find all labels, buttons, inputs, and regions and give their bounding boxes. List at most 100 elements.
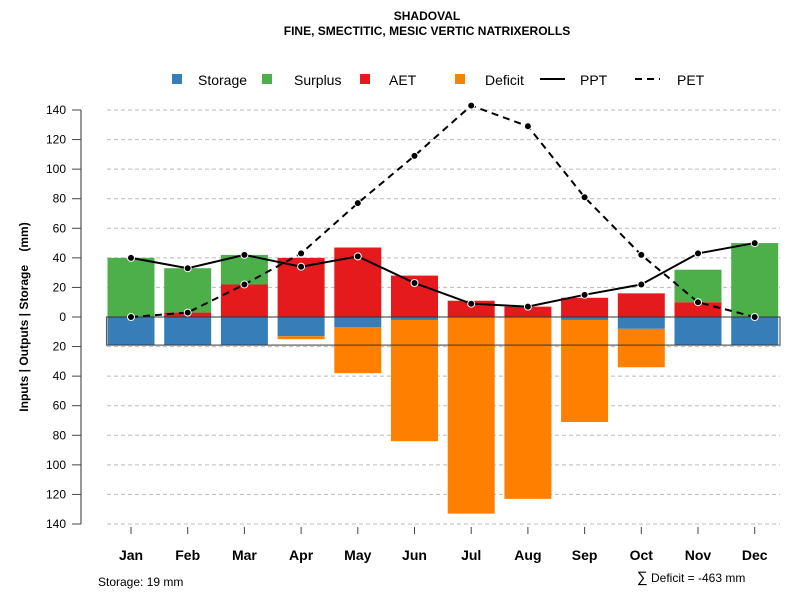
- legend-item-storage: Storage: [172, 72, 247, 88]
- bar-aet: [504, 306, 552, 317]
- chart-title: SHADOVAL: [394, 9, 460, 23]
- y-tick-label: 100: [46, 458, 66, 472]
- deficit-swatch-icon: [455, 74, 465, 84]
- pet-point: [580, 193, 589, 202]
- x-tick-label: Aug: [514, 547, 541, 563]
- bars: [105, 243, 781, 514]
- x-tick-label: Nov: [685, 547, 712, 563]
- bar-storage: [220, 317, 268, 346]
- y-tick-label: 120: [46, 487, 66, 501]
- bar-aet: [674, 302, 722, 317]
- legend-label: PPT: [580, 72, 608, 88]
- pet-point: [750, 313, 759, 321]
- storage-swatch-icon: [172, 74, 182, 84]
- bar-storage: [334, 317, 382, 328]
- y-tick-label: 140: [46, 103, 66, 117]
- bar-surplus: [731, 243, 779, 317]
- ppt-line: [130, 242, 755, 308]
- ppt-point: [750, 239, 759, 248]
- y-tick-label: 0: [59, 310, 66, 324]
- pet-point: [637, 250, 646, 259]
- lines: [127, 101, 759, 321]
- bar-storage: [561, 317, 609, 320]
- legend-label: PET: [677, 72, 705, 88]
- ppt-point: [127, 253, 135, 262]
- x-tick-label: Jul: [461, 547, 481, 563]
- surplus-swatch-icon: [262, 74, 272, 84]
- y-tick-label: 100: [46, 162, 66, 176]
- y-axis-label: Inputs | Outputs | Storage (mm): [17, 222, 31, 411]
- y-tick-label: 40: [53, 251, 67, 265]
- x-tick-label: Dec: [742, 547, 768, 563]
- y-tick-label: 20: [53, 280, 67, 294]
- ppt-point: [467, 299, 476, 308]
- legend-label: Deficit: [485, 72, 524, 88]
- pet-point: [467, 101, 476, 110]
- legend-label: Storage: [198, 72, 247, 88]
- bar-storage: [164, 317, 212, 346]
- ppt-point: [580, 290, 589, 299]
- y-tick-label: 80: [53, 428, 67, 442]
- x-tick-label: Apr: [289, 547, 314, 563]
- bar-aet: [561, 297, 609, 317]
- y-tick-label: 140: [46, 517, 66, 531]
- bar-surplus: [164, 268, 212, 313]
- legend-item-deficit: Deficit: [455, 72, 524, 88]
- pet-point: [523, 122, 532, 131]
- ppt-point: [297, 262, 306, 271]
- bar-storage: [731, 317, 779, 346]
- storage-capacity-box: [105, 316, 781, 346]
- y-tick-label: 80: [53, 192, 67, 206]
- bar-storage: [277, 317, 325, 337]
- pet-line: [130, 104, 755, 318]
- gridlines: [107, 109, 780, 525]
- legend-label: AET: [389, 72, 417, 88]
- bar-deficit: [334, 327, 382, 374]
- ppt-point: [183, 264, 192, 273]
- legend-item-ppt: PPT: [540, 72, 608, 88]
- legend-item-surplus: Surplus: [262, 72, 341, 88]
- storage-annotation: Storage: 19 mm: [98, 575, 183, 589]
- bar-deficit: [277, 336, 325, 340]
- pet-point: [183, 308, 192, 317]
- chart-subtitle: FINE, SMECTITIC, MESIC VERTIC NATRIXEROL…: [284, 24, 570, 38]
- y-tick-label: 60: [53, 221, 67, 235]
- pet-point: [410, 151, 419, 160]
- x-tick-label: Jan: [119, 547, 143, 563]
- legend-item-aet: AET: [360, 72, 417, 88]
- ppt-point: [694, 249, 702, 258]
- y-axis: 140 120 100 80 60 40 20 0 20 40 60 80 100 120 140: [46, 103, 82, 531]
- pet-point: [240, 280, 249, 289]
- x-tick-label: Feb: [175, 547, 200, 563]
- pet-point: [353, 199, 362, 208]
- x-tick-label: Jun: [402, 547, 427, 563]
- ppt-point: [523, 302, 532, 311]
- bar-storage: [391, 317, 438, 320]
- aet-swatch-icon: [360, 74, 370, 84]
- legend-label: Surplus: [294, 72, 341, 88]
- y-tick-label: 60: [53, 399, 67, 413]
- bar-storage: [674, 317, 722, 346]
- bar-deficit: [504, 317, 552, 499]
- ppt-point: [353, 252, 362, 261]
- legend: Storage Surplus AET Deficit PPT PET: [172, 72, 705, 88]
- deficit-sum-annotation: Deficit = -463 mm: [651, 571, 745, 585]
- x-tick-label: Sep: [572, 547, 598, 563]
- x-axis: Jan Feb Mar Apr May Jun Jul Aug Sep Oct Nov Dec: [119, 527, 768, 563]
- ppt-point: [637, 280, 646, 289]
- bar-storage: [617, 317, 665, 329]
- y-tick-label: 40: [53, 369, 67, 383]
- x-tick-label: Mar: [232, 547, 257, 563]
- y-tick-label: 20: [53, 340, 67, 354]
- bar-aet: [220, 284, 268, 317]
- bar-aet: [617, 293, 665, 317]
- bar-surplus: [220, 254, 268, 285]
- bar-deficit: [561, 319, 609, 422]
- x-tick-label: May: [344, 547, 371, 563]
- y-tick-label: 120: [46, 133, 66, 147]
- x-tick-label: Oct: [630, 547, 654, 563]
- bar-deficit: [617, 328, 665, 368]
- pet-point: [127, 313, 135, 321]
- bar-deficit: [391, 319, 438, 442]
